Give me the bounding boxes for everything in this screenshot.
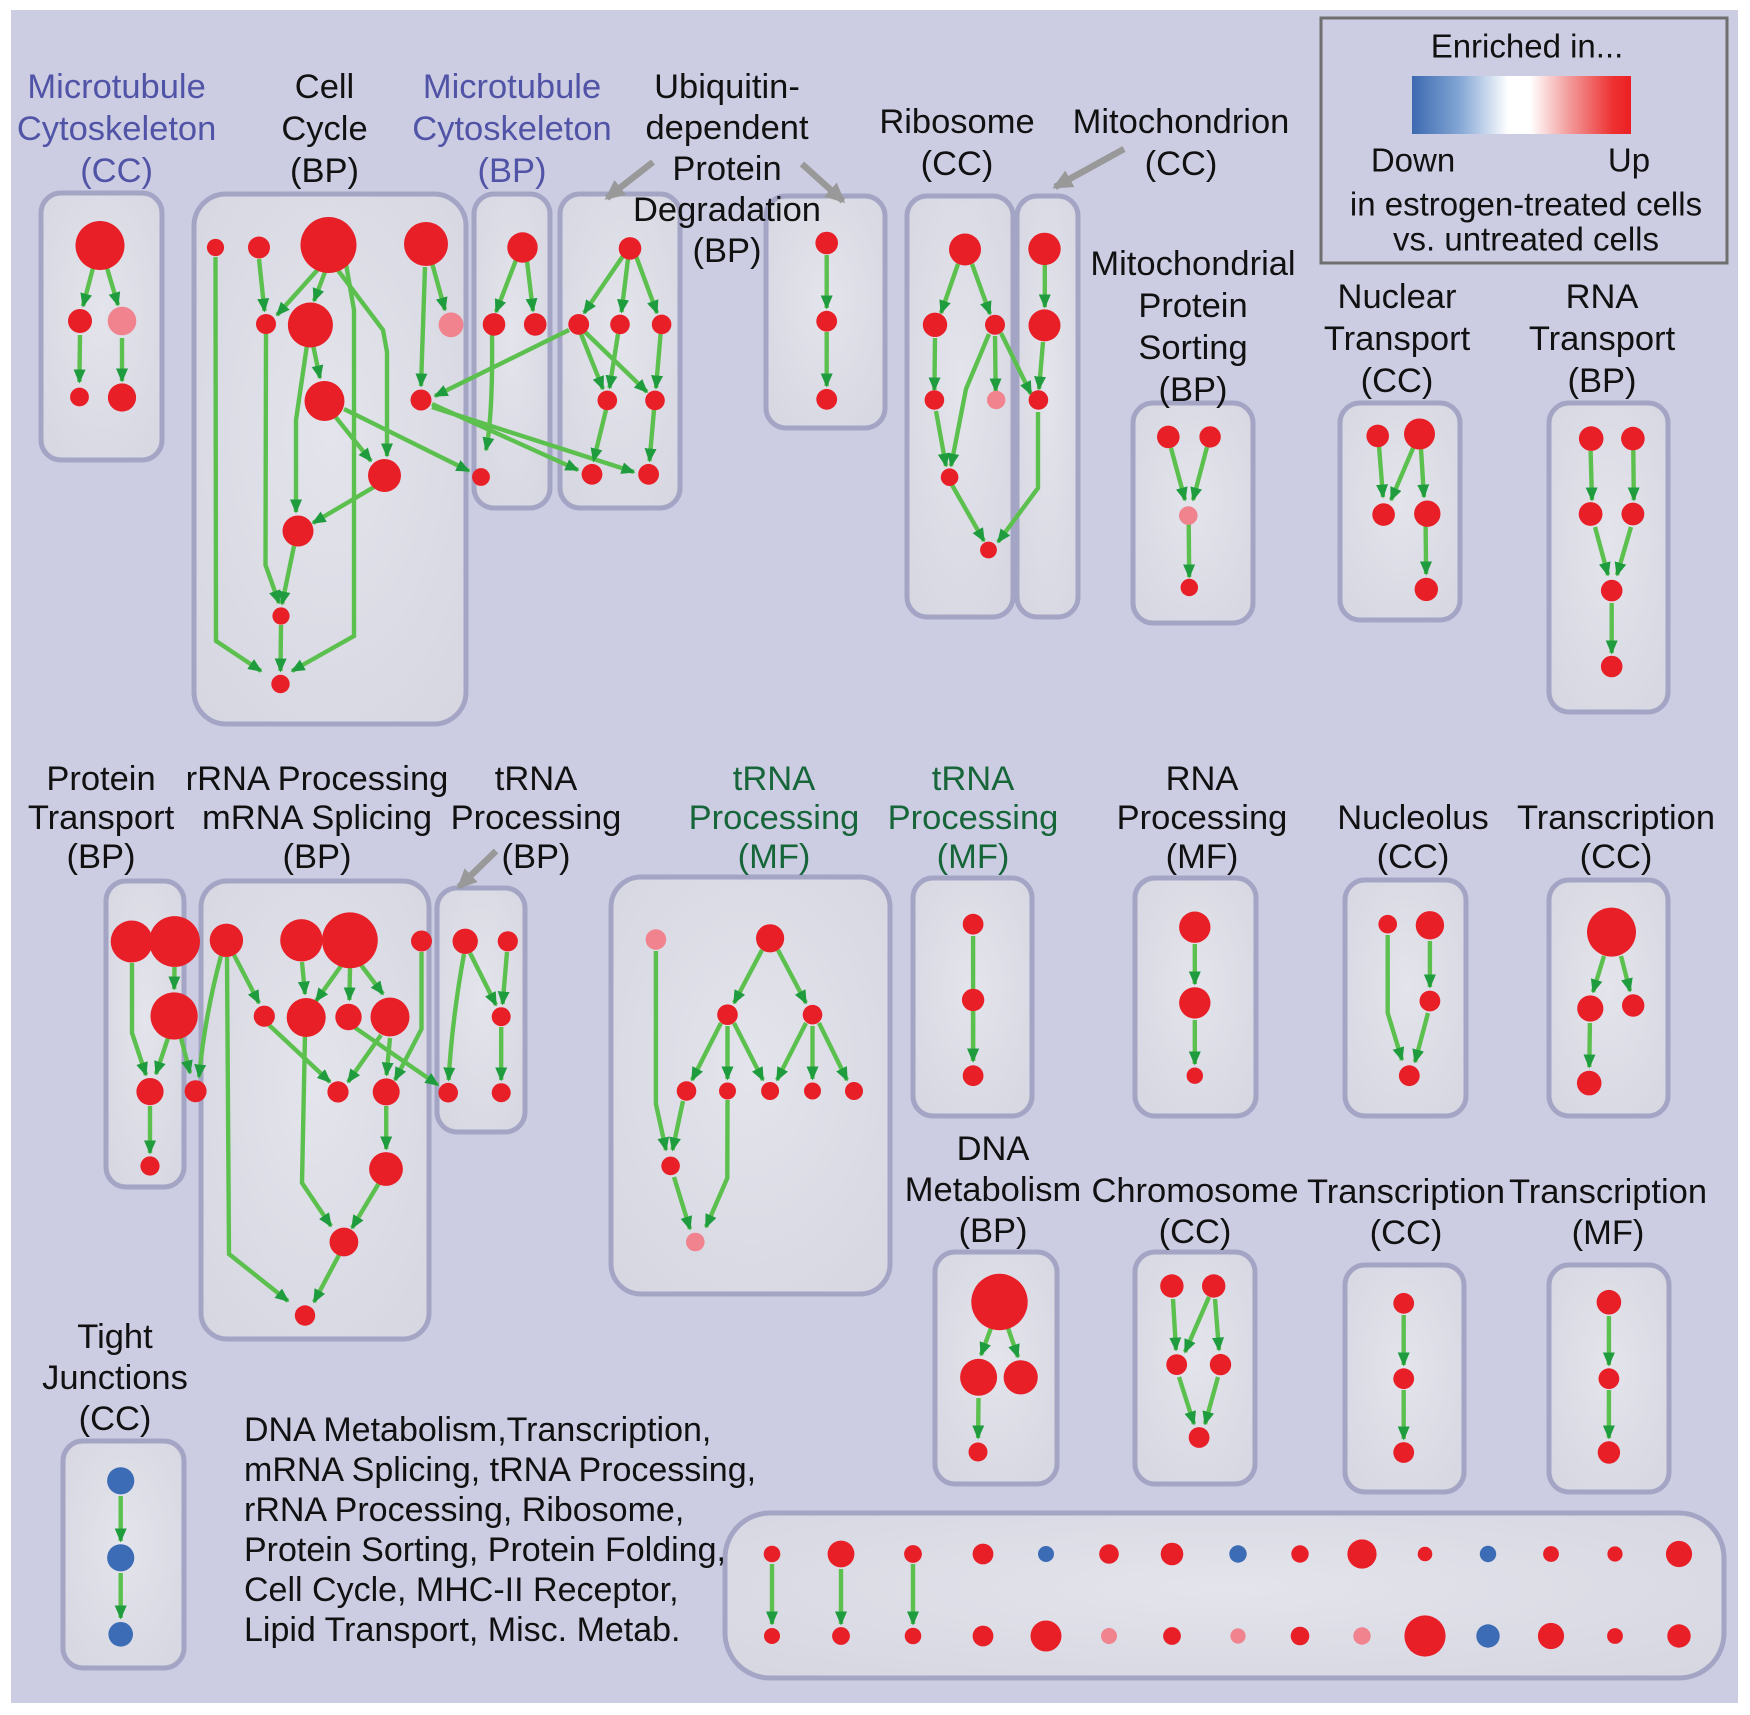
svg-text:Degradation: Degradation	[633, 191, 821, 229]
svg-text:Sorting: Sorting	[1138, 329, 1247, 367]
svg-text:Microtubule: Microtubule	[423, 68, 601, 106]
svg-text:(CC): (CC)	[80, 152, 153, 190]
svg-text:Ubiquitin-: Ubiquitin-	[654, 68, 800, 106]
svg-text:RNA: RNA	[1566, 278, 1639, 316]
svg-text:Processing: Processing	[689, 799, 860, 837]
svg-text:Cytoskeleton: Cytoskeleton	[17, 110, 216, 148]
svg-text:mRNA Splicing, tRNA Processing: mRNA Splicing, tRNA Processing,	[244, 1451, 756, 1489]
svg-text:Mitochondrion: Mitochondrion	[1073, 103, 1290, 141]
svg-text:(CC): (CC)	[1145, 145, 1218, 183]
svg-text:Transcription: Transcription	[1517, 799, 1715, 837]
svg-text:(BP): (BP)	[959, 1212, 1028, 1250]
svg-text:(CC): (CC)	[921, 145, 994, 183]
svg-text:(MF): (MF)	[1166, 838, 1239, 876]
svg-text:Processing: Processing	[1117, 799, 1288, 837]
svg-text:tRNA: tRNA	[495, 760, 577, 798]
svg-text:dependent: dependent	[645, 109, 808, 147]
svg-text:rRNA Processing: rRNA Processing	[186, 760, 449, 798]
svg-text:(BP): (BP)	[290, 152, 359, 190]
svg-text:Cell Cycle, MHC-II Receptor,: Cell Cycle, MHC-II Receptor,	[244, 1571, 679, 1609]
svg-text:(MF): (MF)	[937, 838, 1010, 876]
svg-text:(BP): (BP)	[283, 838, 352, 876]
svg-text:Transport: Transport	[1324, 320, 1471, 358]
svg-text:Nucleolus: Nucleolus	[1337, 799, 1489, 837]
svg-text:DNA Metabolism,Transcription,: DNA Metabolism,Transcription,	[244, 1411, 711, 1449]
svg-text:Up: Up	[1608, 142, 1650, 179]
svg-text:in estrogen-treated cells: in estrogen-treated cells	[1350, 186, 1702, 223]
svg-text:(BP): (BP)	[502, 838, 571, 876]
svg-text:tRNA: tRNA	[733, 760, 815, 798]
svg-text:mRNA Splicing: mRNA Splicing	[202, 799, 432, 837]
svg-text:(CC): (CC)	[1580, 838, 1653, 876]
svg-text:Down: Down	[1371, 142, 1455, 179]
svg-text:Transport: Transport	[1529, 320, 1676, 358]
svg-text:(BP): (BP)	[67, 838, 136, 876]
svg-text:(MF): (MF)	[738, 838, 811, 876]
svg-text:Processing: Processing	[451, 799, 622, 837]
svg-text:(MF): (MF)	[1572, 1214, 1645, 1252]
svg-text:Mitochondrial: Mitochondrial	[1090, 245, 1295, 283]
svg-text:Cell: Cell	[295, 68, 354, 106]
svg-text:Transcription: Transcription	[1509, 1173, 1707, 1211]
svg-text:Protein: Protein	[46, 760, 155, 798]
svg-text:Nuclear: Nuclear	[1338, 278, 1457, 316]
svg-text:Protein: Protein	[672, 150, 781, 188]
svg-text:vs. untreated cells: vs. untreated cells	[1393, 221, 1659, 258]
svg-text:(CC): (CC)	[79, 1400, 152, 1438]
svg-text:(CC): (CC)	[1361, 362, 1434, 400]
svg-text:Cycle: Cycle	[281, 110, 367, 148]
svg-text:(BP): (BP)	[1568, 362, 1637, 400]
svg-text:(BP): (BP)	[693, 232, 762, 270]
svg-text:(CC): (CC)	[1370, 1214, 1443, 1252]
svg-text:Tight: Tight	[77, 1318, 153, 1356]
svg-text:tRNA: tRNA	[932, 760, 1014, 798]
svg-text:(BP): (BP)	[1159, 371, 1228, 409]
svg-text:(CC): (CC)	[1159, 1213, 1232, 1251]
svg-text:Protein: Protein	[1138, 287, 1247, 325]
svg-text:Ribosome: Ribosome	[879, 103, 1034, 141]
svg-text:DNA: DNA	[957, 1130, 1030, 1168]
svg-text:Lipid Transport, Misc. Metab.: Lipid Transport, Misc. Metab.	[244, 1611, 681, 1649]
svg-text:Junctions: Junctions	[42, 1359, 188, 1397]
svg-text:Metabolism: Metabolism	[905, 1171, 1081, 1209]
svg-text:Cytoskeleton: Cytoskeleton	[412, 110, 611, 148]
svg-text:Processing: Processing	[888, 799, 1059, 837]
svg-text:Transcription: Transcription	[1307, 1173, 1505, 1211]
svg-text:(CC): (CC)	[1377, 838, 1450, 876]
svg-text:RNA: RNA	[1166, 760, 1239, 798]
svg-text:Transport: Transport	[28, 799, 175, 837]
svg-text:rRNA Processing, Ribosome,: rRNA Processing, Ribosome,	[244, 1491, 684, 1529]
svg-text:Microtubule: Microtubule	[27, 68, 205, 106]
svg-text:Protein Sorting, Protein Foldi: Protein Sorting, Protein Folding,	[244, 1531, 726, 1569]
svg-text:Enriched in...: Enriched in...	[1431, 28, 1624, 65]
svg-text:Chromosome: Chromosome	[1091, 1172, 1298, 1210]
svg-text:(BP): (BP)	[478, 152, 547, 190]
